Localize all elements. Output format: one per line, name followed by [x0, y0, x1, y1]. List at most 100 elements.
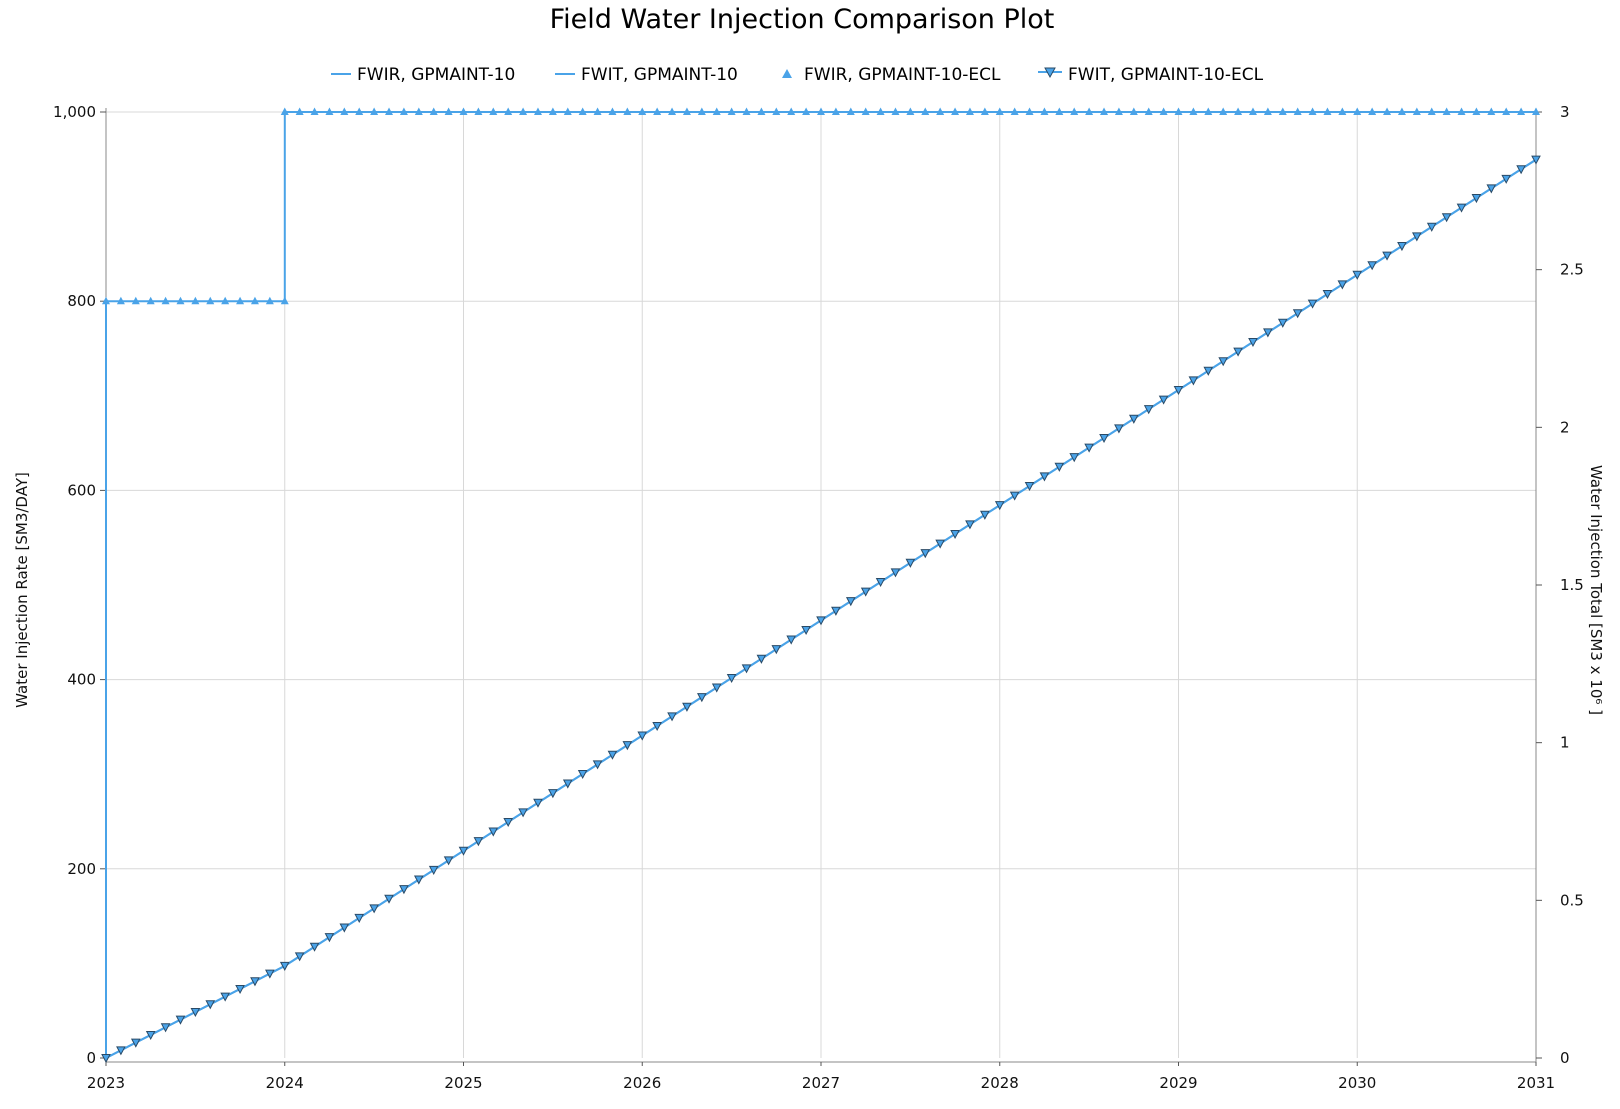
marker — [1278, 107, 1287, 115]
marker — [1352, 270, 1363, 280]
marker — [1368, 107, 1377, 115]
marker — [608, 107, 617, 115]
y-left-tick-label: 200 — [67, 860, 96, 878]
marker — [577, 769, 588, 780]
legend-item-fwir-ecl[interactable]: FWIR, GPMAINT-10-ECL — [782, 65, 1001, 85]
series-3 — [102, 107, 1540, 305]
marker — [696, 693, 707, 703]
marker — [503, 817, 514, 828]
marker — [325, 107, 334, 115]
marker — [935, 539, 946, 549]
marker — [1024, 481, 1035, 492]
marker — [519, 107, 528, 115]
marker — [1367, 261, 1377, 271]
marker — [1234, 107, 1243, 115]
marker — [1487, 107, 1496, 115]
marker — [339, 923, 350, 933]
marker — [711, 683, 722, 693]
legend-label-fwir-ecl: FWIR, GPMAINT-10-ECL — [804, 65, 1001, 85]
marker — [1039, 472, 1050, 482]
marker — [146, 296, 155, 305]
marker — [413, 875, 424, 885]
y-left-tick-label: 0 — [86, 1049, 96, 1067]
marker — [1040, 107, 1049, 115]
x-tick-label: 2030 — [1338, 1074, 1376, 1092]
marker — [712, 107, 721, 115]
marker — [1025, 107, 1034, 115]
marker — [1263, 107, 1272, 115]
marker — [102, 296, 110, 305]
legend-triangle-down-icon — [1044, 67, 1056, 79]
marker — [1337, 280, 1348, 290]
marker — [280, 296, 289, 305]
marker — [1457, 107, 1466, 115]
marker — [890, 568, 901, 578]
marker — [1159, 107, 1168, 115]
x-tick-label: 2024 — [266, 1074, 304, 1092]
marker — [489, 107, 498, 115]
marker — [562, 779, 573, 789]
y-left-axis-label: Water Injection Rate [SM3/DAY] — [13, 472, 31, 708]
marker — [831, 606, 841, 616]
legend-item-fwit[interactable]: FWIT, GPMAINT-10 — [555, 65, 738, 85]
y-right-tick-label: 0 — [1560, 1049, 1570, 1067]
marker — [906, 107, 915, 115]
legend-item-fwir[interactable]: FWIR, GPMAINT-10 — [331, 65, 515, 85]
marker — [1233, 347, 1243, 357]
marker — [1308, 107, 1317, 115]
marker — [1293, 107, 1302, 115]
marker — [145, 1030, 156, 1041]
marker — [474, 107, 483, 115]
marker — [414, 107, 423, 115]
marker — [1144, 107, 1153, 115]
y-right-axis-ticks: 0 0.5 1 1.5 2 2.5 3 — [1536, 103, 1584, 1067]
marker — [1471, 194, 1482, 204]
x-tick-label: 2027 — [802, 1074, 840, 1092]
marker — [370, 107, 379, 115]
marker — [1128, 414, 1139, 424]
legend-triangle-up-icon — [782, 69, 792, 78]
marker — [221, 296, 230, 305]
marker — [235, 984, 245, 995]
marker — [786, 635, 797, 645]
marker — [1323, 107, 1332, 115]
marker — [355, 107, 364, 115]
marker — [1397, 107, 1406, 115]
marker — [459, 107, 468, 115]
x-tick-label: 2026 — [623, 1074, 661, 1092]
marker — [1427, 107, 1436, 115]
marker — [1069, 453, 1080, 463]
marker — [1203, 366, 1214, 376]
marker — [385, 107, 394, 115]
marker — [250, 977, 260, 987]
marker — [1383, 107, 1392, 115]
marker — [1456, 203, 1467, 213]
marker — [1055, 107, 1064, 115]
marker — [101, 1054, 111, 1064]
marker — [161, 296, 170, 305]
marker — [1084, 443, 1094, 453]
marker — [279, 961, 290, 971]
legend-item-fwit-ecl[interactable]: FWIT, GPMAINT-10-ECL — [1038, 65, 1264, 85]
marker — [994, 501, 1005, 511]
marker — [1204, 107, 1213, 115]
x-axis-ticks: 2023 2024 2025 2026 2027 2028 2029 2030 2031 — [87, 1062, 1555, 1092]
marker — [1307, 299, 1318, 309]
marker — [653, 107, 662, 115]
marker — [1173, 385, 1184, 396]
marker — [429, 107, 438, 115]
y-right-axis-label: Water Injection Total [SM3 x 10⁶ ] — [1587, 465, 1605, 715]
marker — [1322, 290, 1333, 300]
x-tick-label: 2028 — [981, 1074, 1019, 1092]
marker — [116, 296, 125, 305]
marker — [682, 702, 692, 712]
marker — [951, 107, 960, 115]
grid — [106, 111, 1537, 1058]
marker — [727, 107, 736, 115]
marker — [1263, 328, 1273, 338]
marker — [787, 107, 796, 115]
marker — [1100, 107, 1109, 115]
marker — [1114, 107, 1123, 115]
marker — [1353, 107, 1362, 115]
marker — [756, 654, 767, 664]
